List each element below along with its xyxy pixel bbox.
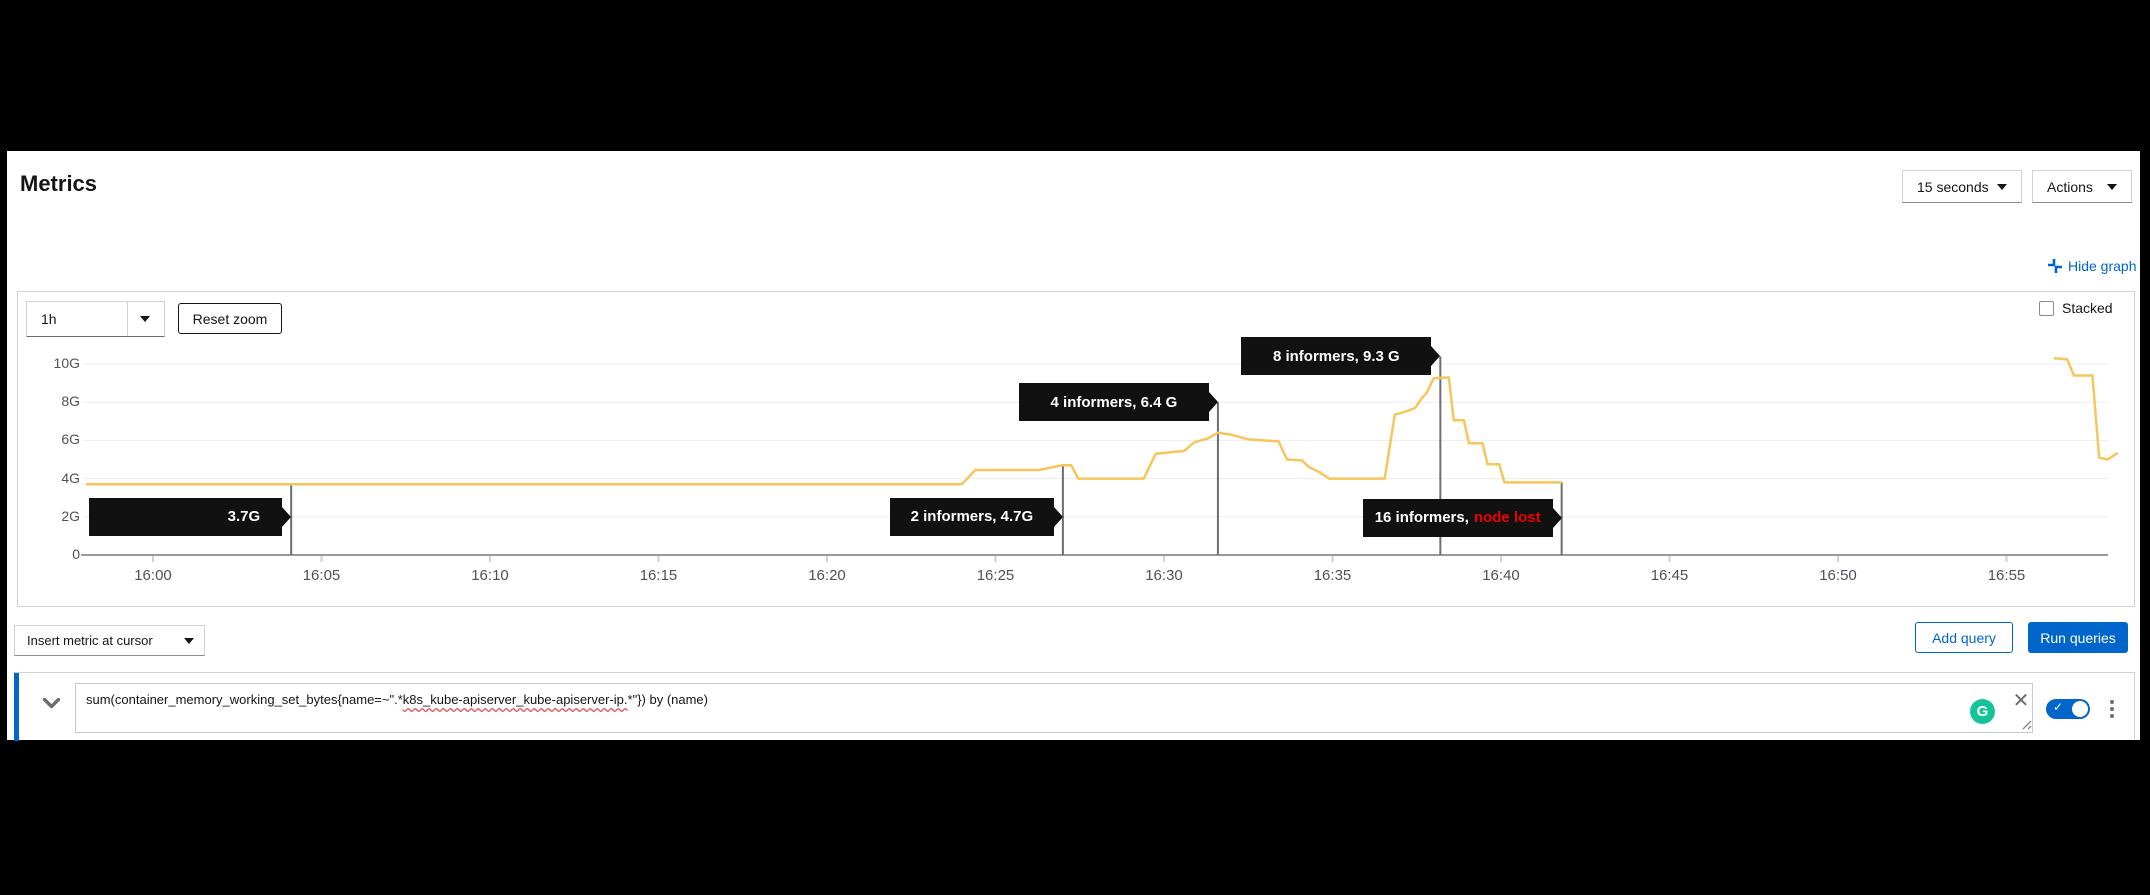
chevron-down-icon [140, 316, 150, 322]
actions-dropdown[interactable]: Actions [2032, 170, 2132, 203]
check-icon: ✓ [2053, 700, 2064, 714]
query-text: sum(container_memory_working_set_bytes{n… [86, 692, 403, 707]
query-expand-toggle[interactable] [37, 689, 65, 717]
chart-annotation-tooltip: 16 informers, node lost [1362, 498, 1562, 537]
run-queries-button[interactable]: Run queries [2028, 622, 2128, 653]
grammarly-icon[interactable]: G [1970, 699, 1995, 724]
query-row: sum(container_memory_working_set_bytes{n… [14, 672, 2135, 741]
add-query-button[interactable]: Add query [1915, 622, 2013, 653]
y-axis-label: 4G [61, 469, 80, 486]
x-axis-label: 16:00 [134, 567, 172, 584]
annotation-label: 8 informers, 9.3 G [1272, 347, 1400, 365]
y-axis-label: 8G [61, 393, 80, 410]
kebab-menu-button[interactable] [2100, 691, 2124, 727]
toggle-knob [2072, 701, 2088, 717]
x-axis-label: 16:05 [302, 567, 341, 584]
query-accent-bar [14, 673, 19, 741]
stacked-option: Stacked [2039, 300, 2113, 316]
chart-annotation-tooltip: 3.7G [89, 497, 292, 536]
chart-svg [81, 356, 2119, 562]
compress-icon [2048, 259, 2062, 273]
chevron-down-icon [1997, 183, 2007, 190]
select-divider [127, 302, 128, 336]
page-title: Metrics [20, 171, 98, 196]
query-text-misspelled: k8s_kube-apiserver_kube-apiserver-ip. [402, 692, 628, 707]
chevron-down-icon [2107, 183, 2117, 190]
x-axis-label: 16:10 [471, 567, 509, 584]
chart-annotation-tooltip: 4 informers, 6.4 G [1018, 383, 1218, 422]
run-queries-label: Run queries [2040, 629, 2116, 646]
series-line [2053, 357, 2119, 461]
metrics-page: Metrics 15 seconds Actions Hide graph 1h… [7, 151, 2140, 741]
chart-plot-area[interactable]: 10G 8G 6G 4G 2G 0 16:00 16:05 16:10 16:15 16:20 16:… [18, 292, 2136, 608]
refresh-interval-value: 15 seconds [1917, 178, 1989, 195]
textarea-resize-handle[interactable] [2019, 717, 2032, 730]
refresh-interval-select[interactable]: 15 seconds [1902, 170, 2022, 203]
series-line [85, 376, 1562, 486]
x-axis-label: 16:20 [808, 567, 846, 584]
annotation-label: 2 informers, 4.7G [910, 508, 1034, 526]
annotation-accent-label: node lost [1473, 509, 1541, 527]
x-axis-label: 16:25 [976, 567, 1015, 584]
y-axis-label: 6G [61, 431, 80, 448]
hide-graph-link[interactable]: Hide graph [2048, 258, 2137, 274]
y-axis-label: 0 [72, 546, 80, 562]
time-range-value: 1h [41, 311, 57, 327]
chevron-down-icon [42, 697, 60, 709]
chevron-down-icon [184, 637, 194, 644]
x-axis-label: 16:55 [1987, 567, 2026, 584]
x-axis-label: 16:35 [1313, 567, 1352, 584]
x-axis-label: 16:15 [639, 567, 678, 584]
y-axis-label: 2G [61, 507, 80, 524]
x-axis-label: 16:50 [1819, 567, 1857, 584]
x-axis-label: 16:45 [1650, 567, 1689, 584]
query-expression-input[interactable]: sum(container_memory_working_set_bytes{n… [75, 683, 2033, 733]
hide-graph-label: Hide graph [2068, 258, 2137, 274]
chart-annotation-tooltip: 2 informers, 4.7G [889, 497, 1063, 536]
query-enabled-toggle[interactable]: ✓ [2046, 699, 2090, 719]
stacked-checkbox[interactable] [2039, 300, 2054, 316]
annotation-label: 3.7G [227, 508, 261, 526]
x-axis-label: 16:40 [1482, 567, 1520, 584]
x-axis-label: 16:30 [1145, 567, 1183, 584]
reset-zoom-button[interactable]: Reset zoom [178, 303, 282, 334]
insert-metric-label: Insert metric at cursor [27, 633, 153, 648]
reset-zoom-label: Reset zoom [192, 310, 268, 327]
chart-panel: 1h Reset zoom Stacked 10G 8G 6G 4G 2G 0 16:00 1… [17, 291, 2135, 607]
insert-metric-select[interactable]: Insert metric at cursor [14, 625, 205, 656]
annotation-label: 4 informers, 6.4 G [1050, 393, 1178, 411]
query-text: *"}) by (name) [627, 692, 708, 707]
stacked-label: Stacked [2062, 300, 2113, 316]
add-query-label: Add query [1932, 629, 1996, 646]
chart-annotation-tooltip: 8 informers, 9.3 G [1241, 337, 1441, 376]
actions-dropdown-label: Actions [2047, 178, 2093, 195]
y-axis-label: 10G [53, 355, 80, 371]
time-range-select[interactable]: 1h [26, 301, 165, 337]
close-icon[interactable]: ✕ [2012, 690, 2030, 712]
annotation-label: 16 informers, [1374, 509, 1469, 527]
